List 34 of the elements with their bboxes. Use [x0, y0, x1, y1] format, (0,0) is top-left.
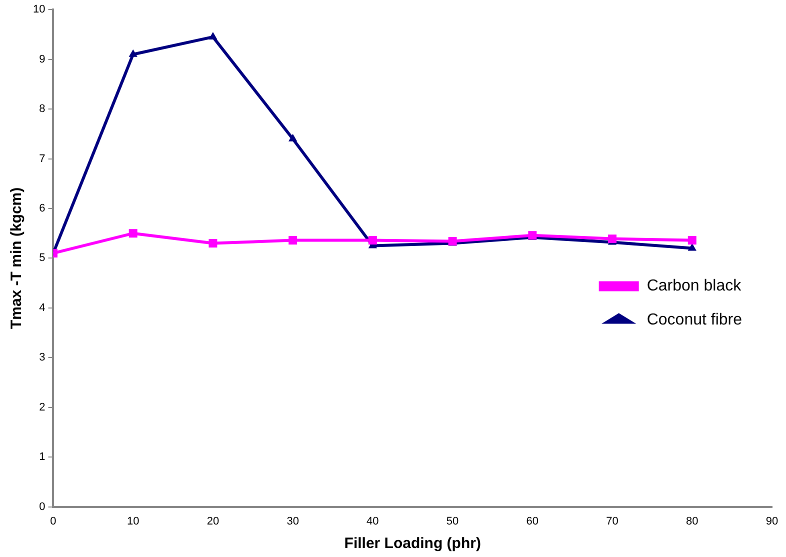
point: [288, 134, 298, 142]
x-tick-label: 60: [526, 515, 539, 528]
point: [688, 236, 696, 245]
y-tick-label: 6: [39, 202, 46, 215]
y-tick-label: 2: [39, 401, 46, 414]
x-tick-label: 20: [206, 515, 220, 528]
y-tick-label: 10: [32, 4, 46, 16]
legend-label: Coconut fibre: [646, 312, 742, 329]
x-tick-label: 10: [126, 515, 140, 528]
y-tick-label: 3: [39, 352, 46, 364]
x-tick-label: 50: [446, 515, 459, 528]
y-tick-label: 7: [39, 152, 46, 165]
point: [208, 239, 218, 248]
point: [288, 236, 298, 245]
y-axis-title: Tmax -T min (kgcm): [8, 187, 26, 330]
legend-label: Carbon black: [646, 278, 742, 295]
x-tick-label: 30: [286, 515, 299, 528]
y-tick-label: 5: [39, 252, 46, 264]
point: [208, 32, 218, 40]
y-tick-label: 8: [39, 103, 46, 116]
point: [128, 229, 138, 238]
y-tick-label: 0: [39, 500, 46, 513]
y-tick-label: 9: [39, 53, 46, 66]
x-tick-label: 80: [686, 515, 698, 528]
x-axis-title: Filler Loading (phr): [344, 535, 481, 552]
x-tick-label: 90: [766, 515, 778, 528]
x-tick-label: 40: [366, 515, 379, 528]
y-tick-label: 1: [39, 451, 46, 464]
y-tick-label: 4: [39, 302, 46, 314]
point: [368, 236, 377, 245]
point: [128, 49, 138, 57]
x-tick-label: 0: [50, 515, 56, 528]
x-tick-label: 70: [606, 515, 618, 528]
point: [608, 234, 617, 244]
